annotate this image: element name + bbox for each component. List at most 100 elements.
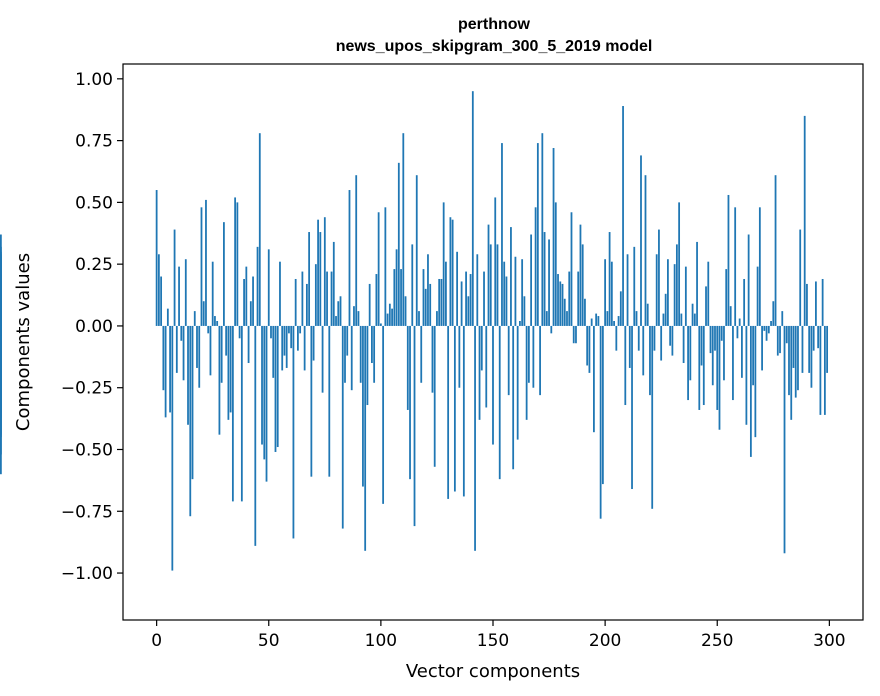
bar — [240, 325, 243, 502]
bar — [678, 202, 681, 326]
chart-title: perthnow — [458, 16, 531, 33]
bar — [420, 325, 423, 383]
bar — [604, 259, 607, 326]
bar — [198, 325, 201, 388]
bar — [691, 303, 694, 326]
bar — [157, 254, 160, 326]
bar — [709, 325, 712, 354]
bar — [285, 325, 288, 368]
bar — [323, 217, 326, 326]
bar — [642, 325, 645, 376]
bar — [305, 283, 308, 326]
bar — [727, 194, 730, 326]
bar — [460, 281, 463, 326]
y-tick-label: 0.00 — [75, 317, 113, 337]
bar — [783, 325, 786, 554]
bar — [288, 325, 290, 334]
bar — [548, 239, 550, 326]
bar — [667, 259, 669, 326]
bar — [321, 325, 324, 393]
bar — [314, 264, 317, 326]
bar — [297, 325, 299, 351]
bar — [698, 325, 701, 410]
bar — [653, 325, 656, 351]
bar — [173, 229, 176, 326]
bar — [223, 222, 225, 326]
bar — [344, 325, 346, 383]
bar — [806, 283, 808, 326]
bar — [700, 325, 703, 366]
bar — [557, 274, 559, 326]
bar — [660, 325, 663, 361]
bar — [521, 259, 524, 326]
bar — [711, 325, 714, 386]
bar — [261, 325, 263, 445]
bar — [178, 266, 180, 326]
bar — [781, 311, 784, 326]
bar — [184, 259, 187, 326]
bar — [400, 269, 402, 326]
bar — [601, 325, 604, 485]
bar — [462, 325, 465, 497]
bar — [357, 311, 360, 326]
bar — [171, 325, 174, 571]
bar — [489, 244, 492, 326]
bar — [182, 325, 185, 381]
bar — [525, 325, 528, 420]
bar — [409, 325, 411, 480]
bar — [673, 264, 676, 326]
bar — [290, 325, 293, 349]
bar — [588, 325, 591, 373]
bar — [501, 143, 503, 326]
bar — [471, 91, 474, 326]
bar — [0, 246, 2, 326]
bar — [671, 325, 674, 356]
bar — [350, 325, 353, 391]
bar — [480, 325, 483, 371]
y-tick-label: −0.25 — [61, 379, 113, 399]
bar — [281, 325, 284, 371]
bar — [252, 276, 254, 326]
bar — [310, 325, 313, 477]
bar — [689, 325, 692, 381]
bar — [422, 269, 425, 326]
bar — [808, 325, 811, 373]
bar — [267, 249, 270, 326]
bar — [384, 207, 387, 326]
y-tick-label: −0.75 — [61, 502, 113, 522]
bar — [456, 251, 459, 326]
bar — [413, 325, 416, 527]
bar — [180, 325, 183, 341]
bar — [532, 325, 535, 388]
bar — [371, 325, 373, 364]
bar — [379, 323, 382, 326]
bar — [279, 261, 281, 326]
y-axis-label: Components values — [13, 253, 34, 431]
x-tick-label: 100 — [365, 631, 397, 651]
bar — [397, 162, 400, 326]
bar — [236, 202, 239, 326]
bar — [510, 227, 512, 326]
bar — [341, 325, 344, 529]
bar — [707, 261, 710, 326]
bar — [164, 325, 167, 418]
bar — [693, 313, 696, 326]
bar — [570, 212, 573, 326]
bar — [593, 325, 595, 433]
bar — [586, 325, 589, 366]
bar — [299, 325, 302, 334]
bar — [169, 325, 171, 413]
bar — [725, 269, 728, 326]
bar — [732, 325, 734, 401]
bar — [429, 283, 432, 326]
bar — [743, 278, 746, 326]
bar — [238, 325, 241, 339]
y-tick-label: 0.50 — [75, 193, 113, 213]
bar — [308, 232, 311, 326]
bar — [610, 261, 613, 326]
bar — [581, 244, 584, 326]
bar — [590, 318, 593, 326]
x-tick-label: 200 — [589, 631, 621, 651]
bar — [552, 148, 555, 326]
